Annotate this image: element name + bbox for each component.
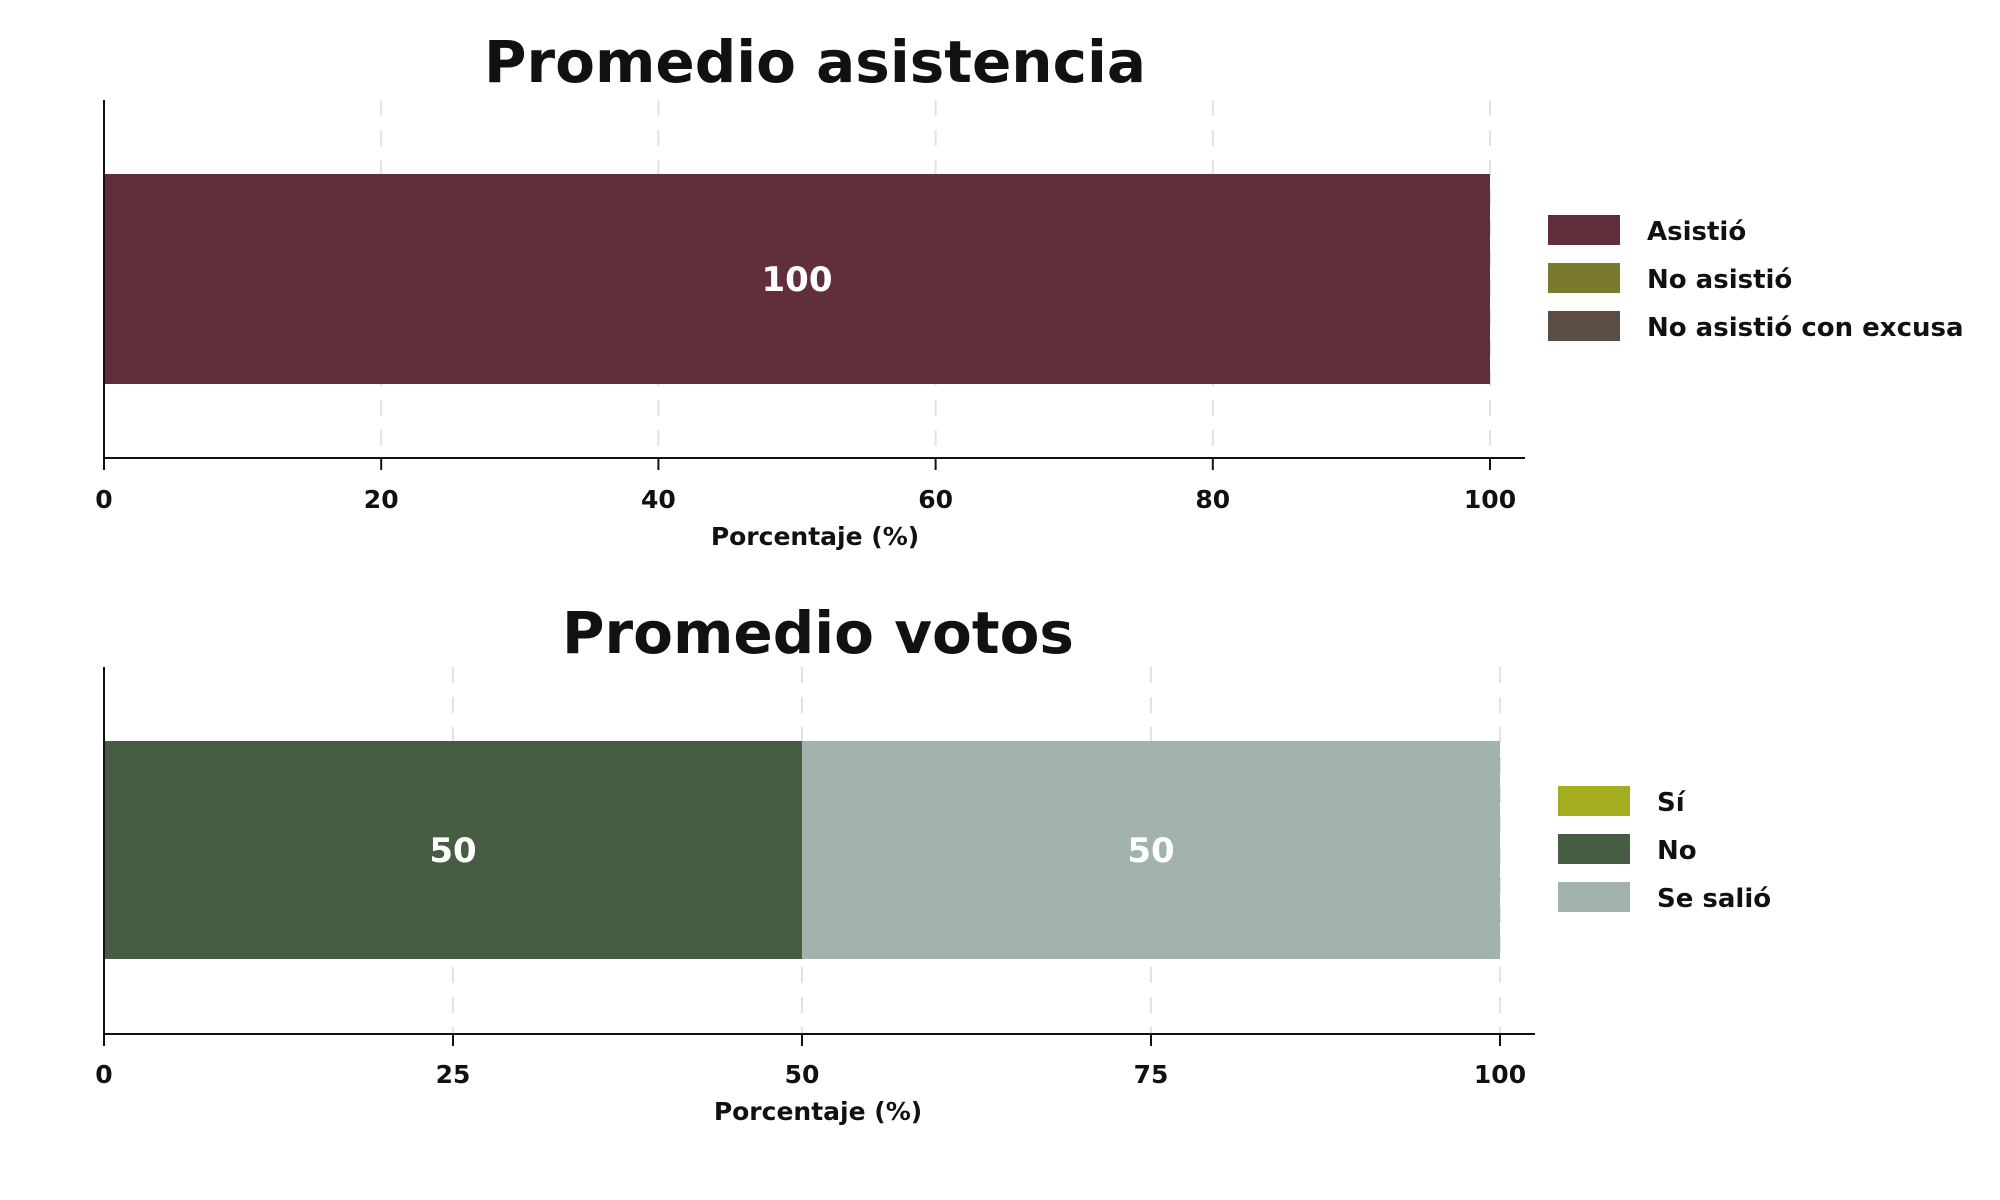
x-axis-label: Porcentaje (%) <box>714 1097 922 1126</box>
legend-label: No asistió con excusa <box>1647 313 1964 343</box>
legend-swatch <box>1548 215 1620 245</box>
legend-swatch <box>1558 882 1630 912</box>
legend-label: No asistió <box>1647 265 1792 295</box>
legend-swatch <box>1558 786 1630 816</box>
chart-title: Promedio asistencia <box>484 28 1146 96</box>
x-tick-label: 100 <box>1464 485 1516 514</box>
bar-value-label: 50 <box>1127 831 1174 871</box>
legend-label: Asistió <box>1647 217 1746 247</box>
bar-value-label: 100 <box>762 260 833 300</box>
x-axis-label: Porcentaje (%) <box>711 522 919 551</box>
legend-label: Se salió <box>1657 884 1771 914</box>
x-tick-label: 80 <box>1195 485 1230 514</box>
legend-swatch <box>1548 311 1620 341</box>
x-tick-label: 60 <box>918 485 953 514</box>
x-tick-label: 0 <box>95 1060 112 1089</box>
x-tick-label: 25 <box>436 1060 471 1089</box>
bar-segment <box>104 741 802 959</box>
x-tick-label: 0 <box>95 485 112 514</box>
x-tick-label: 50 <box>785 1060 820 1089</box>
legend-label: No <box>1657 836 1697 866</box>
x-tick-label: 40 <box>641 485 676 514</box>
x-tick-label: 20 <box>364 485 399 514</box>
bar-segment <box>802 741 1500 959</box>
x-tick-label: 100 <box>1474 1060 1526 1089</box>
bar-value-label: 50 <box>429 831 476 871</box>
legend-swatch <box>1548 263 1620 293</box>
bar-segment <box>104 174 1490 384</box>
legend-label: Sí <box>1657 788 1687 818</box>
x-tick-label: 75 <box>1134 1060 1169 1089</box>
chart-title: Promedio votos <box>562 599 1074 667</box>
legend-swatch <box>1558 834 1630 864</box>
